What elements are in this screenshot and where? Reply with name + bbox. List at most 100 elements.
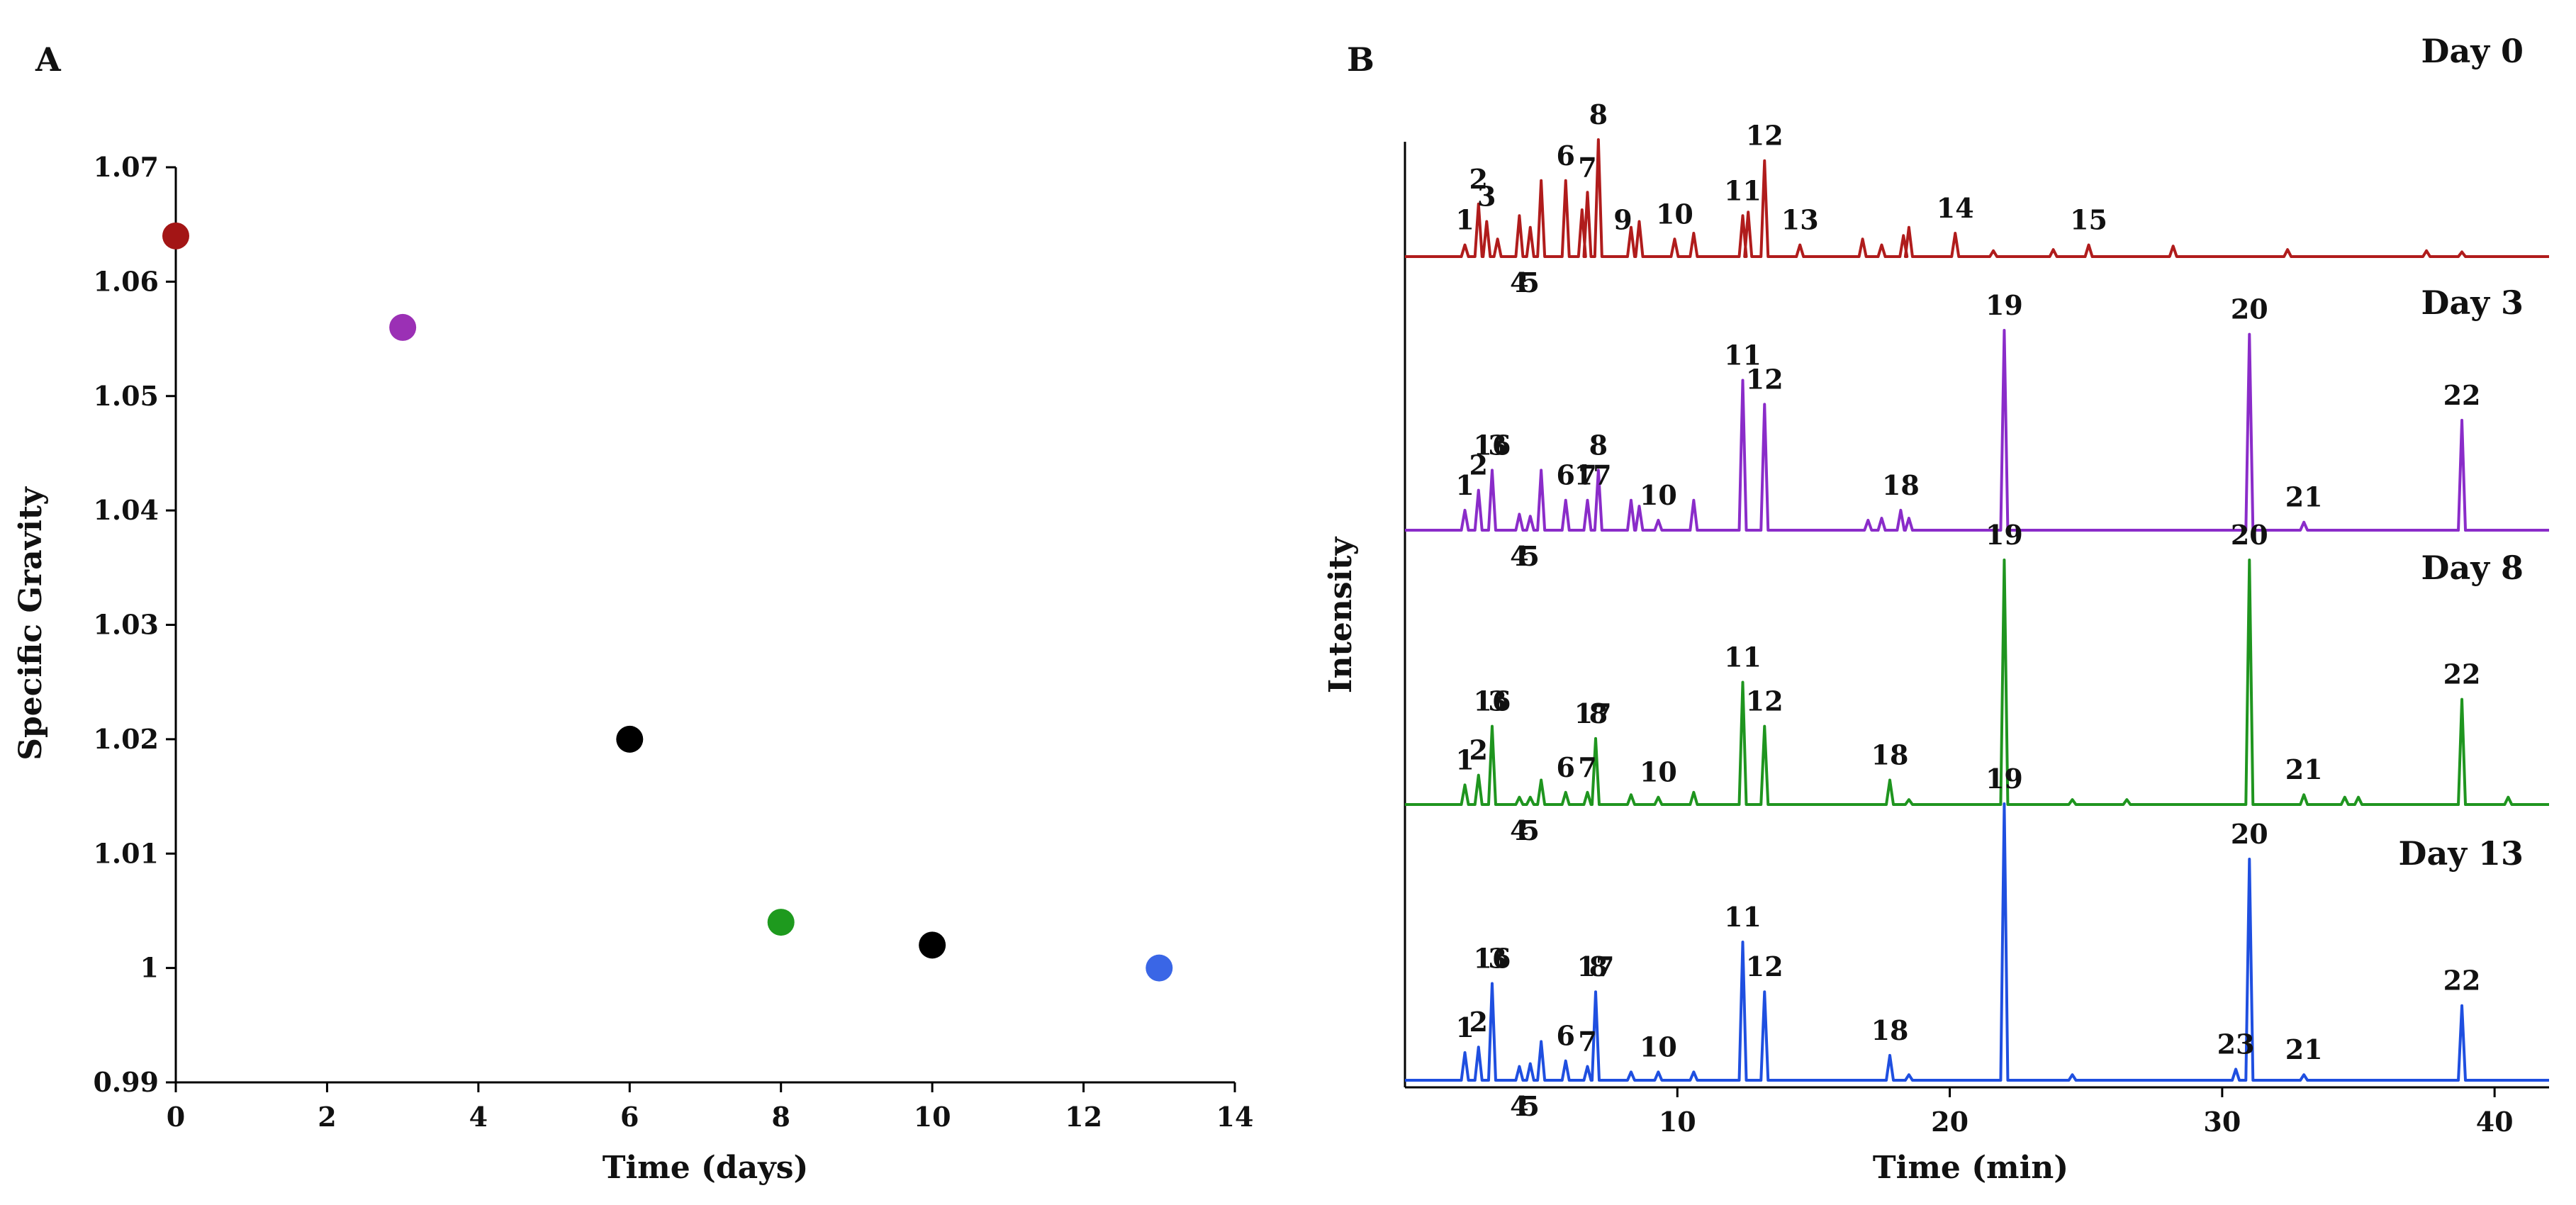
peak-label: 6 <box>1557 751 1575 783</box>
y-tick-label: 1.03 <box>93 609 159 641</box>
peak-label: 17 <box>1574 459 1612 491</box>
peak-label: 2 <box>1469 734 1488 766</box>
day-label: Day 0 <box>2421 32 2524 70</box>
scatter-points <box>162 222 1173 982</box>
peak-label: 14 <box>1937 192 1974 224</box>
peak-label: 3 <box>1488 429 1506 461</box>
peak-label: 6 <box>1557 1020 1575 1052</box>
y-axis-title: Specific Gravity <box>13 486 49 761</box>
peak-label: 23 <box>2217 1028 2255 1060</box>
peak-label: 8 <box>1589 697 1608 729</box>
peak-label: 22 <box>2443 965 2481 997</box>
time-tick-label: 10 <box>1659 1106 1696 1138</box>
peak-label: 18 <box>1871 739 1909 771</box>
y-tick-label: 1.07 <box>93 151 159 183</box>
peak-label: 21 <box>2285 1033 2323 1065</box>
day-label: Day 8 <box>2421 549 2524 587</box>
peak-label: 7 <box>1578 151 1596 183</box>
peak-label: 5 <box>1521 540 1540 572</box>
scatter-point <box>919 931 946 959</box>
peak-label: 18 <box>1882 469 1920 501</box>
peak-label: 8 <box>1589 429 1608 461</box>
x-tick-label: 12 <box>1065 1101 1102 1133</box>
y-tick-label: 1 <box>140 952 159 984</box>
peak-label: 4 <box>1510 814 1528 846</box>
peak-label: 8 <box>1589 99 1608 130</box>
scatter-point <box>389 313 417 341</box>
peak-label: 5 <box>1521 267 1540 298</box>
chromatogram-line <box>1405 802 2549 1082</box>
x-tick-label: 8 <box>771 1101 790 1133</box>
peak-label: 16 <box>1474 685 1511 717</box>
peak-label: 20 <box>2231 519 2268 551</box>
y-tick-label: 1.02 <box>93 723 159 755</box>
peak-label: 10 <box>1640 756 1677 788</box>
x-tick-label: 2 <box>318 1101 336 1133</box>
x-tick-label: 14 <box>1216 1101 1254 1133</box>
peak-label: 15 <box>2070 204 2107 236</box>
chromatogram-line <box>1405 329 2549 532</box>
peak-label: 2 <box>1469 163 1488 195</box>
peak-label: 8 <box>1589 951 1608 982</box>
peak-label: 5 <box>1521 814 1540 846</box>
peak-label: 7 <box>1578 1026 1596 1058</box>
x-tick-label: 4 <box>469 1101 488 1133</box>
peak-label: 21 <box>2285 481 2323 513</box>
time-tick-label: 20 <box>1931 1106 1969 1138</box>
peak-label: 12 <box>1746 685 1783 717</box>
peak-label: 10 <box>1640 1031 1677 1063</box>
peak-label: 10 <box>1656 198 1693 230</box>
panel-a: A 0.99 1 1.01 1.02 1.03 1.04 1.05 1.06 1.07 0 2 4 6… <box>13 40 1253 1186</box>
time-axis-title: Time (min) <box>1873 1150 2068 1186</box>
chromatogram-line <box>1405 138 2549 258</box>
y-tick-label: 1.06 <box>93 265 159 297</box>
peak-label: 3 <box>1477 181 1496 213</box>
peak-label: 10 <box>1640 479 1677 511</box>
peak-label: 4 <box>1510 540 1528 572</box>
peak-label: 20 <box>2231 293 2268 325</box>
peak-label: 19 <box>1986 289 2023 321</box>
peak-label: 1 <box>1455 204 1474 236</box>
peak-label: 17 <box>1574 697 1612 729</box>
y-tick-label: 1.05 <box>93 380 159 412</box>
time-axis-ticks: 10 20 30 40 <box>1659 1087 2514 1138</box>
peak-label: 3 <box>1488 943 1506 975</box>
day-label: Day 13 <box>2399 834 2524 873</box>
peak-label: 1 <box>1455 469 1474 501</box>
intensity-axis-title: Intensity <box>1323 536 1359 693</box>
peak-label: 18 <box>1871 1014 1909 1046</box>
peak-label: 9 <box>1613 204 1632 236</box>
y-axis-ticks: 0.99 1 1.01 1.02 1.03 1.04 1.05 1.06 1.07 <box>93 151 176 1098</box>
x-tick-label: 6 <box>620 1101 639 1133</box>
x-tick-label: 0 <box>167 1101 185 1133</box>
peak-label: 3 <box>1488 685 1506 717</box>
y-tick-label: 0.99 <box>93 1066 159 1098</box>
scatter-point <box>162 222 189 250</box>
peak-label: 19 <box>1986 763 2023 795</box>
peak-label: 12 <box>1746 363 1783 395</box>
peak-label: 6 <box>1557 140 1575 172</box>
peak-label: 11 <box>1724 901 1762 933</box>
peak-label: 7 <box>1578 459 1596 491</box>
peak-label: 1 <box>1455 1011 1474 1043</box>
peak-label: 11 <box>1724 340 1762 371</box>
peak-label: 7 <box>1578 751 1596 783</box>
x-tick-label: 10 <box>914 1101 951 1133</box>
scatter-point <box>767 909 795 936</box>
peak-label: 4 <box>1510 267 1528 298</box>
peak-label: 22 <box>2443 658 2481 690</box>
peak-label: 12 <box>1746 120 1783 152</box>
peak-label: 17 <box>1577 951 1615 982</box>
peak-label: 21 <box>2285 753 2323 785</box>
peak-label: 16 <box>1474 429 1511 461</box>
y-tick-label: 1.01 <box>93 837 159 869</box>
day-label: Day 3 <box>2421 284 2524 322</box>
scatter-point <box>1146 954 1173 982</box>
peak-label: 11 <box>1724 641 1762 673</box>
peak-label: 5 <box>1521 1090 1540 1122</box>
panel-b-label: B <box>1347 40 1374 79</box>
